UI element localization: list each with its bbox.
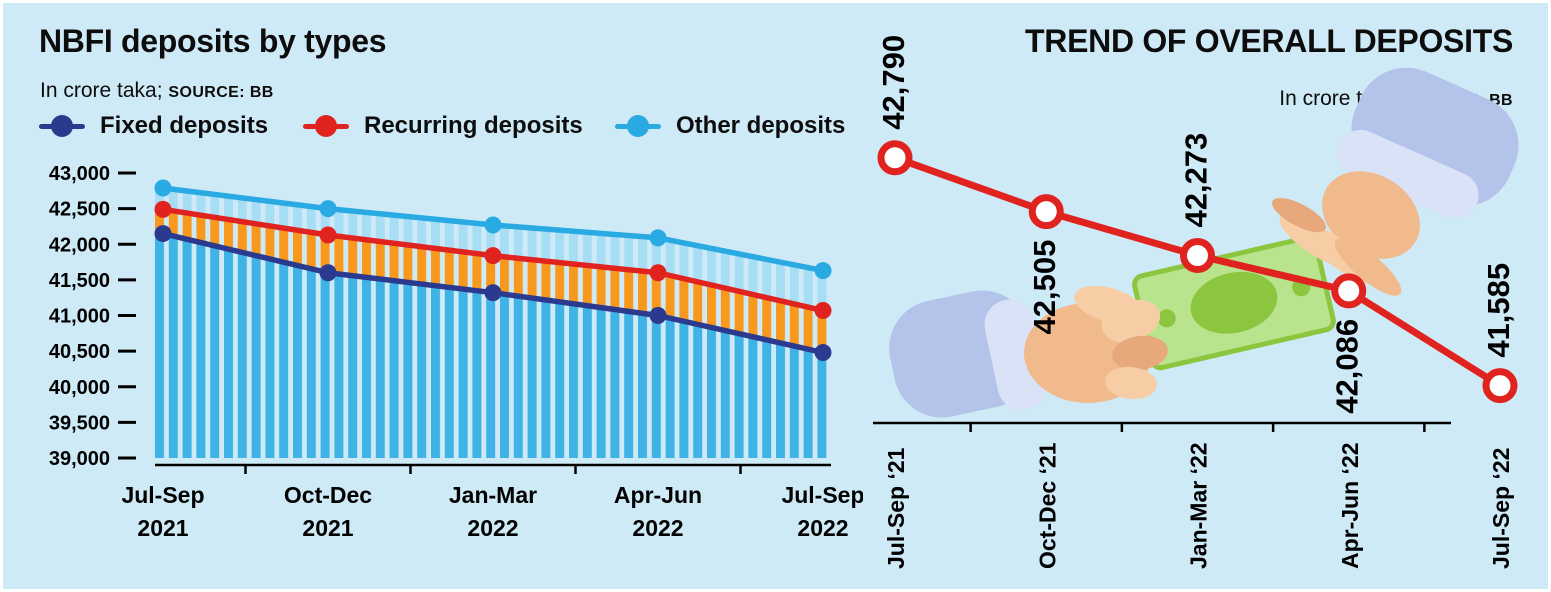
x-category-label: Jul-Sep bbox=[121, 482, 204, 508]
data-point-marker bbox=[319, 226, 337, 244]
y-tick-label: 40,000 bbox=[49, 377, 110, 399]
series-fixed-deposits bbox=[154, 225, 832, 362]
left-unit-label: In crore taka; bbox=[40, 79, 163, 102]
legend-marker-fixed-deposits-icon bbox=[39, 113, 85, 139]
lower-arm-and-fist bbox=[889, 285, 1168, 418]
y-tick-label: 41,000 bbox=[49, 306, 110, 328]
legend-item-recurring-deposits: Recurring deposits bbox=[303, 111, 583, 141]
y-tick-label: 42,000 bbox=[49, 234, 110, 256]
trend-of-overall-deposits-chart: Jul-Sep ‘21 Oct-Dec ‘21 Jan-Mar ‘22 Apr-Jun… bbox=[873, 35, 1519, 569]
x-category-label: Jul-Sep ‘21 bbox=[883, 447, 909, 569]
overall-deposits-series: 42,790 42,505 42,273 42,086 41,585 bbox=[876, 35, 1518, 414]
data-point-value-label: 41,585 bbox=[1481, 263, 1516, 358]
data-point-marker bbox=[877, 140, 913, 176]
x-axis: Jul-Sep 2021 Oct-Dec 2021 Jan-Mar 2022 Apr-Jun… bbox=[121, 463, 863, 541]
x-category-label: Jul-Sep bbox=[781, 482, 863, 508]
data-point-marker bbox=[154, 225, 172, 243]
money-exchange-illustration bbox=[889, 67, 1519, 418]
legend-item-other-deposits: Other deposits bbox=[615, 111, 845, 141]
y-tick-label: 39,000 bbox=[49, 448, 110, 470]
x-category-year-label: 2021 bbox=[302, 515, 353, 541]
legend-marker-recurring-deposits-icon bbox=[303, 113, 349, 139]
nbfi-deposits-by-types-chart: 43,000 42,500 42,000 41,500 41,000 40,500 40,0… bbox=[49, 163, 863, 541]
x-category-year-label: 2022 bbox=[797, 515, 848, 541]
data-point-marker bbox=[1028, 194, 1064, 230]
x-category-year-label: 2022 bbox=[632, 515, 683, 541]
left-chart-title: NBFI deposits by types bbox=[39, 23, 387, 59]
legend-marker-other-deposits-icon bbox=[615, 113, 661, 139]
y-axis: 43,000 42,500 42,000 41,500 41,000 40,500 40,0… bbox=[49, 163, 136, 470]
y-tick-label: 39,500 bbox=[49, 412, 110, 434]
series-other-deposits bbox=[154, 179, 832, 280]
left-chart-legend: Fixed deposits Recurring deposits Other … bbox=[39, 111, 859, 141]
data-point-marker bbox=[814, 262, 832, 280]
data-point-marker bbox=[649, 264, 667, 282]
data-point-marker bbox=[319, 264, 337, 282]
x-category-label: Jan-Mar bbox=[449, 482, 537, 508]
data-point-marker bbox=[484, 284, 502, 302]
banknote bbox=[1132, 235, 1336, 371]
data-point-marker bbox=[154, 179, 172, 197]
legend-label-recurring-deposits: Recurring deposits bbox=[364, 112, 583, 139]
x-category-label: Apr-Jun ‘22 bbox=[1337, 442, 1363, 569]
upper-arm-sleeve bbox=[1322, 67, 1519, 259]
x-category-year-label: 2022 bbox=[467, 515, 518, 541]
data-point-marker bbox=[154, 200, 172, 218]
left-chart-subtitle: In crore taka; SOURCE: BB bbox=[40, 79, 274, 103]
x-category-label: Oct-Dec ‘21 bbox=[1034, 442, 1060, 569]
data-point-value-label: 42,505 bbox=[1027, 240, 1062, 335]
x-category-label: Oct-Dec bbox=[284, 482, 372, 508]
data-point-marker bbox=[649, 307, 667, 324]
x-category-label: Jan-Mar ‘22 bbox=[1186, 442, 1212, 569]
y-tick-label: 41,500 bbox=[49, 270, 110, 292]
y-tick-label: 42,500 bbox=[49, 199, 110, 221]
data-point-marker bbox=[649, 229, 667, 247]
data-point-marker bbox=[1331, 273, 1367, 309]
legend-label-fixed-deposits: Fixed deposits bbox=[100, 112, 269, 139]
y-tick-label: 40,500 bbox=[49, 341, 110, 363]
data-point-marker bbox=[484, 216, 502, 234]
data-point-value-label: 42,273 bbox=[1179, 133, 1214, 228]
x-category-year-label: 2021 bbox=[137, 515, 188, 541]
data-point-marker bbox=[1180, 238, 1215, 274]
left-source-label: SOURCE: BB bbox=[168, 84, 274, 101]
legend-label-other-deposits: Other deposits bbox=[676, 112, 846, 139]
data-point-marker bbox=[814, 344, 832, 362]
legend-item-fixed-deposits: Fixed deposits bbox=[39, 111, 268, 141]
data-point-marker bbox=[814, 302, 832, 320]
x-category-label: Jul-Sep ‘22 bbox=[1488, 448, 1514, 569]
y-tick-label: 43,000 bbox=[49, 163, 110, 185]
upper-hand-fingers bbox=[1272, 197, 1402, 296]
data-point-value-label: 42,790 bbox=[876, 35, 911, 130]
right-chart-title: TREND OF OVERALL DEPOSITS bbox=[1025, 23, 1513, 59]
series-recurring-deposits bbox=[154, 200, 832, 320]
x-axis: Jul-Sep ‘21 Oct-Dec ‘21 Jan-Mar ‘22 Apr-Jun… bbox=[873, 421, 1514, 569]
data-point-marker bbox=[319, 200, 337, 218]
x-category-label: Apr-Jun bbox=[614, 482, 702, 508]
data-point-marker bbox=[1482, 368, 1518, 404]
data-point-value-label: 42,086 bbox=[1330, 319, 1365, 414]
data-point-marker bbox=[484, 247, 502, 265]
